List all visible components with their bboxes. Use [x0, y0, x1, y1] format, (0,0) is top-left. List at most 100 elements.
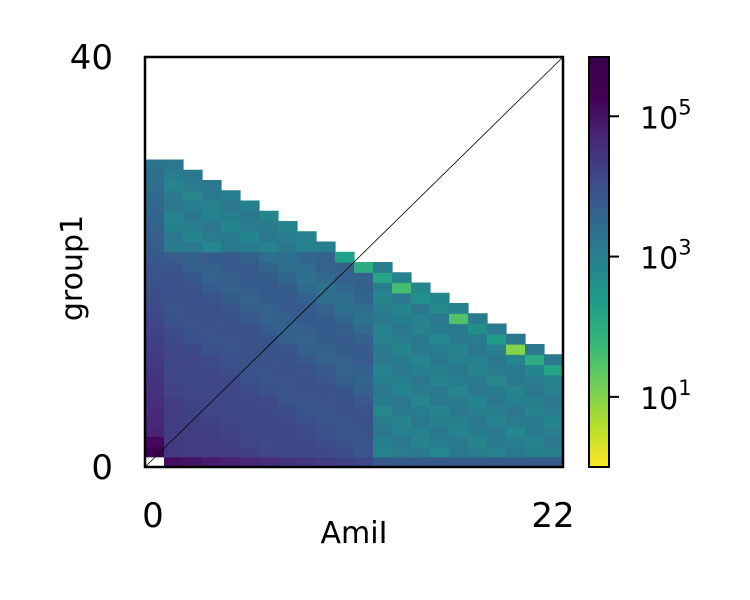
heatmap-cell	[259, 374, 279, 386]
heatmap-cell	[506, 446, 526, 458]
heatmap-cell	[278, 282, 298, 294]
heatmap-cell	[240, 333, 260, 345]
heatmap-cell	[544, 436, 563, 448]
heatmap-cell	[259, 395, 279, 407]
heatmap-cell	[392, 344, 412, 355]
heatmap-cell	[164, 282, 184, 294]
heatmap-cell	[164, 221, 184, 232]
heatmap-cell	[525, 446, 545, 458]
heatmap-cell	[183, 231, 203, 243]
heatmap-cell	[183, 456, 203, 467]
y-tick-label: 0	[91, 448, 113, 488]
heatmap-cell	[202, 262, 222, 273]
heatmap-cell	[164, 436, 184, 448]
heatmap-cell	[145, 159, 165, 171]
heatmap-cell	[449, 415, 469, 427]
heatmap-cell	[145, 344, 165, 355]
heatmap-cell	[316, 364, 336, 376]
heatmap-cell	[525, 426, 545, 437]
heatmap-cell	[354, 292, 374, 304]
heatmap-cell	[411, 436, 431, 448]
heatmap-cell	[278, 436, 298, 448]
heatmap-cell	[525, 415, 545, 427]
heatmap-cell	[392, 456, 412, 467]
heatmap-cell	[183, 221, 203, 232]
heatmap-cell	[449, 456, 469, 467]
heatmap-cell	[316, 415, 336, 427]
heatmap-cell	[297, 323, 317, 335]
heatmap-cell	[354, 364, 374, 376]
heatmap-cell	[354, 313, 374, 325]
diagonal-line	[144, 56, 564, 468]
heatmap-cell	[373, 374, 393, 386]
heatmap-cell	[278, 364, 298, 376]
heatmap-cell	[259, 426, 279, 437]
heatmap-cell	[202, 313, 222, 325]
x-axis-ticks: 0 22	[142, 496, 574, 536]
heatmap-cell	[297, 333, 317, 345]
heatmap-cell	[240, 456, 260, 467]
heatmap-cell	[506, 436, 526, 448]
heatmap-cell	[506, 374, 526, 386]
heatmap-cell	[202, 221, 222, 232]
heatmap-cell	[430, 364, 450, 376]
heatmap-cell	[449, 446, 469, 458]
heatmap-cell	[183, 292, 203, 304]
heatmap-cell	[354, 333, 374, 345]
colorbar-tick-label: 103	[640, 236, 692, 277]
heatmap-cell	[525, 395, 545, 407]
heatmap-cell	[164, 374, 184, 386]
heatmap-cell	[221, 456, 241, 467]
heatmap-cell	[164, 231, 184, 243]
heatmap-cell	[411, 364, 431, 376]
heatmap-cell	[164, 426, 184, 437]
heatmap-cell	[411, 282, 431, 294]
heatmap-cell	[335, 446, 355, 458]
heatmap-cell	[354, 395, 374, 407]
heatmap-cell	[430, 415, 450, 427]
heatmap-cell	[221, 262, 241, 273]
heatmap-cell	[487, 436, 507, 448]
heatmap-cell	[183, 272, 203, 284]
heatmap-cell	[392, 426, 412, 437]
heatmap-cell	[506, 405, 526, 417]
heatmap-cell	[335, 323, 355, 335]
heatmap-cell	[335, 262, 355, 273]
heatmap-cell	[202, 364, 222, 376]
heatmap-cell	[202, 374, 222, 386]
heatmap-cell	[259, 333, 279, 345]
heatmap-cell	[316, 395, 336, 407]
heatmap-cell	[183, 446, 203, 458]
heatmap-cell	[335, 364, 355, 376]
heatmap-cell	[335, 385, 355, 396]
heatmap-cell	[392, 385, 412, 396]
heatmap-cell	[297, 282, 317, 294]
heatmap-cell	[392, 303, 412, 314]
heatmap-cell	[506, 333, 526, 345]
heatmap-cell	[373, 292, 393, 304]
heatmap-cell	[392, 405, 412, 417]
heatmap-cell	[278, 405, 298, 417]
heatmap-cell	[411, 374, 431, 386]
heatmap-cell	[449, 303, 469, 314]
heatmap-cell	[145, 354, 165, 366]
heatmap-cell	[297, 446, 317, 458]
heatmap-cell	[183, 405, 203, 417]
heatmap-cell	[468, 426, 488, 437]
heatmap-cell	[164, 364, 184, 376]
heatmap-cell	[164, 251, 184, 263]
heatmap-cell	[297, 374, 317, 386]
heatmap-cell	[164, 323, 184, 335]
heatmap-cell	[354, 405, 374, 417]
heatmap-cell	[525, 456, 545, 467]
heatmap-cell	[392, 292, 412, 304]
heatmap-cell	[468, 415, 488, 427]
heatmap-cell	[297, 262, 317, 273]
heatmap-cell	[430, 292, 450, 304]
heatmap-cell	[316, 374, 336, 386]
heatmap-cell	[278, 292, 298, 304]
heatmap-cell	[373, 354, 393, 366]
heatmap-cell	[430, 456, 450, 467]
heatmap-cell	[164, 241, 184, 253]
heatmap-cell	[164, 446, 184, 458]
